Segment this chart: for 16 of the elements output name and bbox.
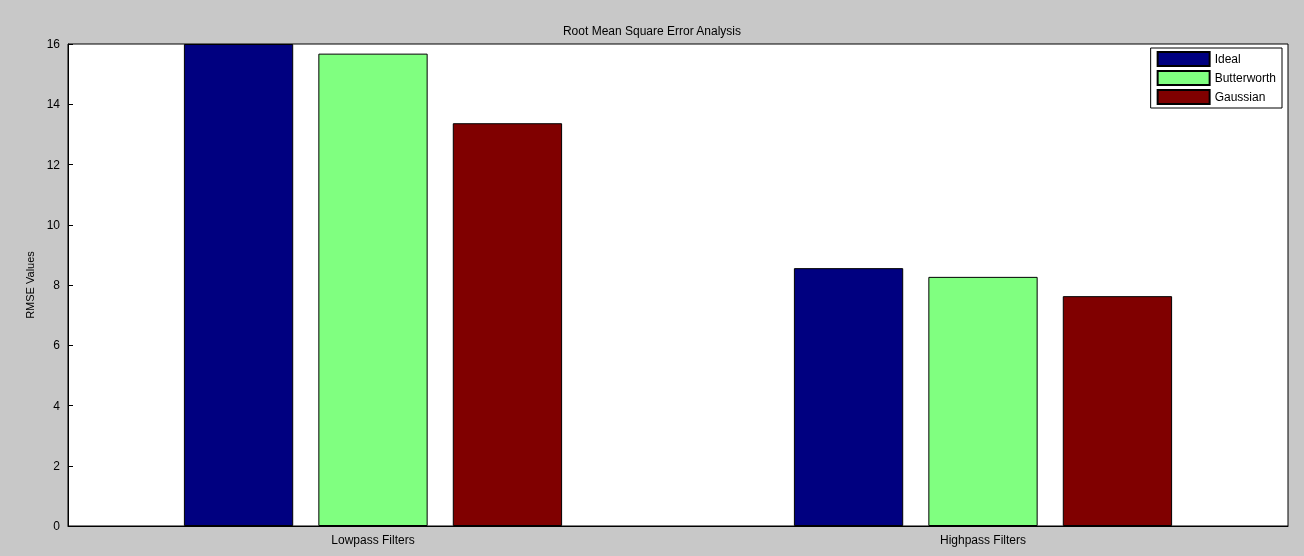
y-tick-label: 6 — [53, 338, 61, 353]
chart-title: Root Mean Square Error Analysis — [562, 24, 742, 38]
x-tick-label: Lowpass Filters — [331, 533, 415, 547]
y-tick-label: 0 — [53, 519, 61, 533]
y-tick-label: 8 — [53, 278, 61, 292]
y-tick-label: 2 — [53, 458, 61, 473]
y-tick-label: 16 — [46, 37, 61, 51]
y-tick-label: 4 — [53, 398, 61, 413]
y-tick-label: 12 — [46, 157, 61, 172]
y-tick-label: 14 — [46, 97, 61, 112]
y-tick-label: 10 — [46, 217, 61, 232]
legend-label: Ideal — [1214, 52, 1241, 66]
legend-label: Butterworth — [1214, 71, 1276, 85]
y-axis-title: RMSE Values — [24, 250, 37, 319]
legend-label: Gaussian — [1214, 90, 1266, 104]
x-tick-label: Highpass Filters — [939, 533, 1027, 547]
